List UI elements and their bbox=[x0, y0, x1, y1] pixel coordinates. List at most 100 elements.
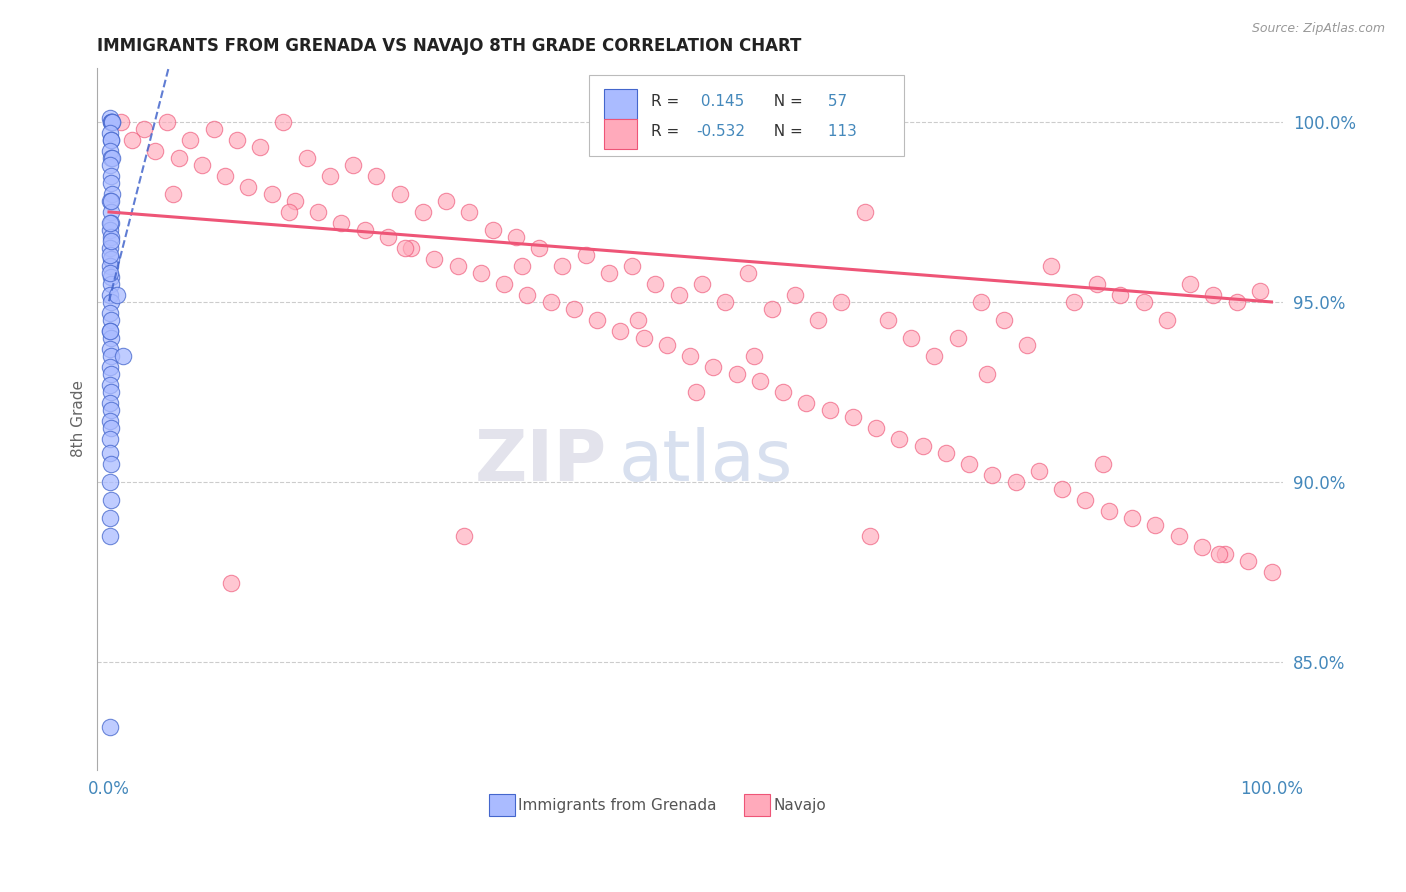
Point bbox=[575, 248, 598, 262]
Text: atlas: atlas bbox=[619, 426, 793, 496]
Point bbox=[1202, 287, 1225, 301]
Text: N =: N = bbox=[763, 95, 807, 109]
Point bbox=[100, 367, 122, 381]
Point bbox=[818, 403, 841, 417]
Point bbox=[621, 259, 644, 273]
Point bbox=[284, 194, 307, 209]
Point bbox=[100, 269, 122, 284]
Point bbox=[586, 313, 609, 327]
Point bbox=[1167, 529, 1189, 543]
Text: Navajo: Navajo bbox=[773, 797, 825, 813]
Text: -0.532: -0.532 bbox=[696, 124, 745, 138]
Point bbox=[307, 205, 329, 219]
Point bbox=[100, 216, 122, 230]
Point bbox=[1178, 277, 1201, 291]
Point bbox=[100, 205, 122, 219]
Point bbox=[98, 511, 121, 525]
Point bbox=[353, 223, 375, 237]
Point bbox=[100, 295, 122, 310]
Point bbox=[1226, 295, 1249, 310]
Point bbox=[121, 133, 143, 147]
Point bbox=[179, 133, 201, 147]
Bar bbox=[603, 89, 637, 119]
Point bbox=[98, 248, 121, 262]
Point bbox=[100, 115, 122, 129]
Point bbox=[447, 259, 470, 273]
Point bbox=[399, 241, 422, 255]
Point bbox=[668, 287, 690, 301]
Point bbox=[1004, 475, 1026, 489]
Point bbox=[924, 349, 946, 363]
Point bbox=[633, 331, 655, 345]
Point bbox=[1098, 504, 1121, 518]
Point bbox=[278, 205, 301, 219]
Point bbox=[105, 287, 128, 301]
Point bbox=[100, 313, 122, 327]
Bar bbox=[603, 120, 637, 149]
Point bbox=[481, 223, 503, 237]
Point bbox=[101, 115, 124, 129]
Point bbox=[111, 349, 134, 363]
Point bbox=[366, 169, 388, 183]
Point bbox=[1260, 565, 1282, 579]
Text: 57: 57 bbox=[823, 95, 848, 109]
Point bbox=[249, 140, 271, 154]
Point bbox=[714, 295, 737, 310]
Point bbox=[100, 194, 122, 209]
Point bbox=[100, 421, 122, 435]
Point bbox=[993, 313, 1015, 327]
Point bbox=[98, 223, 121, 237]
Point bbox=[100, 234, 122, 248]
Point bbox=[911, 439, 934, 453]
Point bbox=[330, 216, 353, 230]
Point bbox=[685, 384, 707, 399]
Point bbox=[98, 359, 121, 374]
Point bbox=[807, 313, 830, 327]
Point bbox=[98, 446, 121, 460]
Point bbox=[540, 295, 562, 310]
Point bbox=[842, 410, 865, 425]
Point bbox=[970, 295, 993, 310]
Point bbox=[876, 313, 898, 327]
Point bbox=[1074, 492, 1097, 507]
Point bbox=[100, 115, 122, 129]
Point bbox=[394, 241, 416, 255]
Text: ZIP: ZIP bbox=[475, 426, 607, 496]
Point bbox=[1028, 464, 1050, 478]
Point bbox=[453, 529, 475, 543]
Point bbox=[98, 216, 121, 230]
Point bbox=[145, 144, 167, 158]
Point bbox=[98, 414, 121, 428]
Point bbox=[100, 403, 122, 417]
Point bbox=[202, 122, 225, 136]
Point bbox=[1132, 295, 1154, 310]
Point bbox=[295, 151, 318, 165]
Point bbox=[725, 367, 748, 381]
Point bbox=[1121, 511, 1143, 525]
Point bbox=[101, 115, 124, 129]
Point bbox=[679, 349, 702, 363]
Point bbox=[100, 230, 122, 244]
Point bbox=[1085, 277, 1108, 291]
Point bbox=[98, 144, 121, 158]
Point bbox=[98, 194, 121, 209]
Point bbox=[1017, 338, 1039, 352]
Point bbox=[1156, 313, 1178, 327]
Point bbox=[423, 252, 446, 266]
Point bbox=[737, 266, 759, 280]
Point bbox=[100, 492, 122, 507]
Point bbox=[1039, 259, 1062, 273]
Point bbox=[98, 342, 121, 356]
Point bbox=[1213, 547, 1236, 561]
Point bbox=[98, 475, 121, 489]
Point bbox=[1063, 295, 1085, 310]
Point bbox=[167, 151, 190, 165]
Point bbox=[100, 176, 122, 190]
Text: N =: N = bbox=[763, 124, 807, 138]
Point bbox=[796, 396, 818, 410]
Point bbox=[191, 158, 214, 172]
Point bbox=[100, 277, 122, 291]
Point bbox=[783, 287, 806, 301]
Point bbox=[889, 432, 911, 446]
Point bbox=[527, 241, 550, 255]
